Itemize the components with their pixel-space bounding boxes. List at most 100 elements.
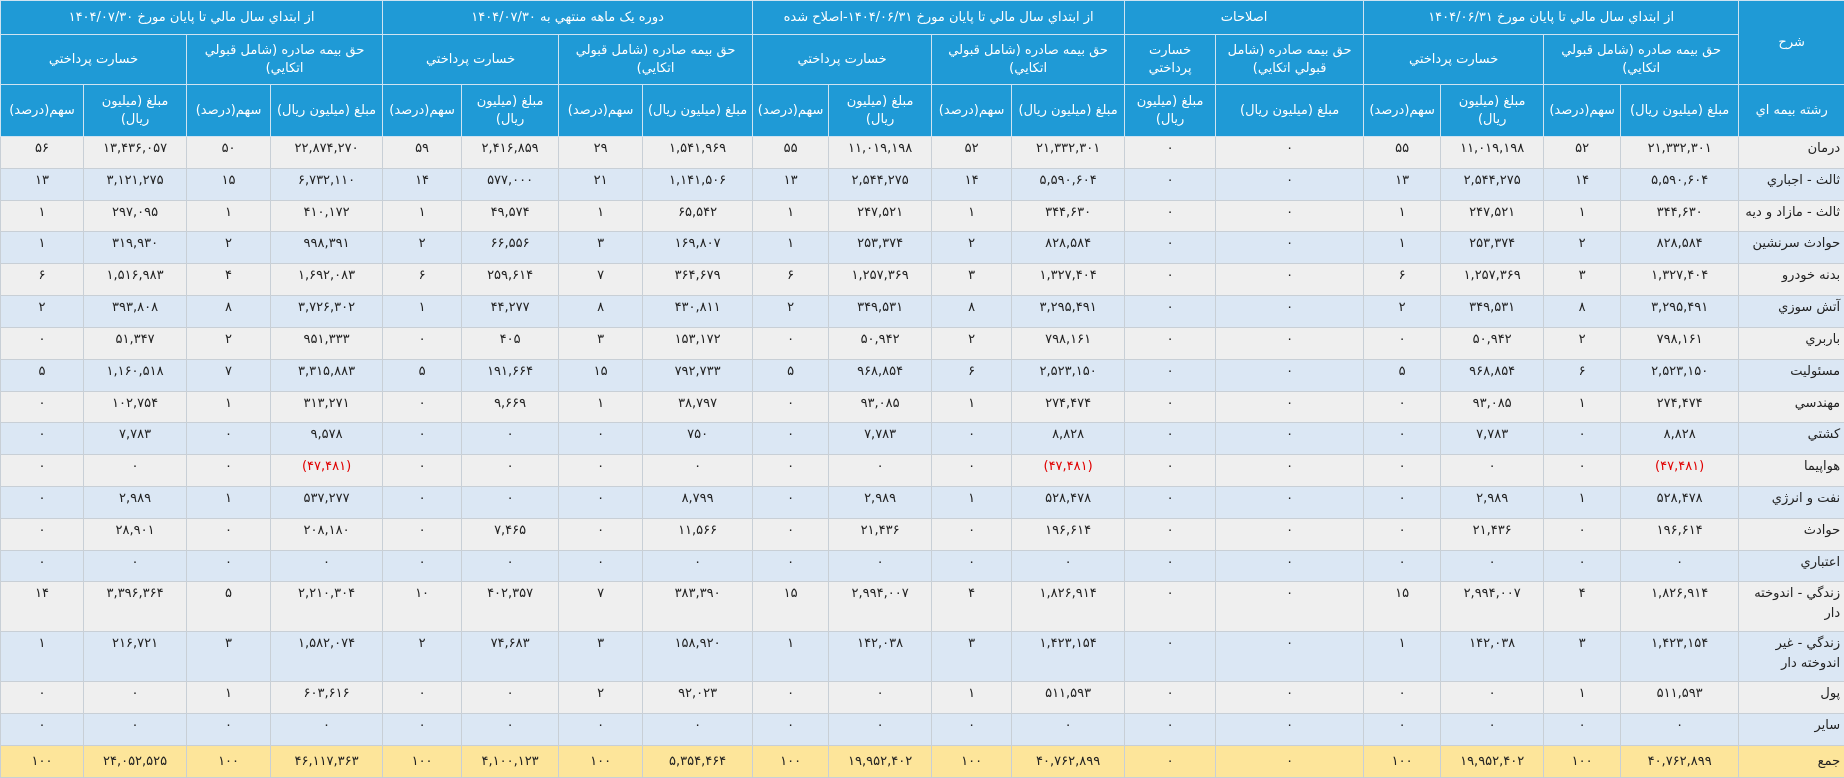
table-cell: ۰ [1215, 549, 1365, 583]
column-header: سهم(درصد) [186, 84, 272, 137]
table-cell: ۶۵,۵۴۲ [642, 199, 754, 233]
table-cell: ۰ [0, 454, 85, 487]
table-cell: ۸,۸۲۸ [1011, 422, 1126, 456]
table-cell: ۱۰۰ [931, 745, 1013, 778]
table-cell: ۹۳,۰۸۵ [828, 390, 933, 424]
table-cell: ۰ [186, 549, 272, 583]
table-cell: ۱,۵۸۲,۰۷۴ [270, 631, 384, 683]
table-cell: ۰ [186, 713, 272, 746]
table-row: اعتباري ۰ ۰ ۰ ۰ ۰ ۰ ۰ ۰ ۰ ۰ ۰ ۰ ۰ ۰ ۰ ۰ ۰ ۰ [0, 549, 1844, 583]
table-cell: ۰ [1543, 549, 1622, 583]
table-cell: ۰ [461, 713, 560, 746]
table-cell: ۶۰۳,۶۱۶ [270, 681, 384, 715]
table-cell: ۱ [186, 390, 272, 424]
table-cell: ۷ [558, 581, 644, 633]
table-cell: ۰ [1215, 631, 1365, 683]
table-cell: ۳,۱۲۱,۲۷۵ [83, 167, 188, 201]
table-cell: ۶۶,۵۵۶ [461, 231, 560, 265]
table-cell: ۱ [1543, 199, 1622, 233]
table-cell: ۴۰۵ [461, 326, 560, 360]
table-cell: ۰ [1215, 745, 1365, 778]
table-cell: ۰ [752, 326, 830, 360]
table-row: آتش سوزي ۳,۲۹۵,۴۹۱ ۸ ۳۴۹,۵۳۱ ۲ ۰ ۰ ۳,۲۹۵,۴۹۱ ۸ ۳۴… [0, 295, 1844, 328]
table-cell: ۸ [1543, 295, 1622, 328]
table-cell: ۱۰۰ [752, 745, 830, 778]
table-cell: ۳۹۳,۸۰۸ [83, 295, 188, 328]
subgroup-header: خسارت پرداختي [0, 34, 188, 85]
table-cell: ۰ [1124, 485, 1217, 519]
table-cell: ۰ [382, 422, 463, 456]
table-cell: ۰ [1124, 581, 1217, 633]
table-cell: ۰ [558, 485, 644, 519]
table-cell: ۱۵ [558, 358, 644, 392]
table-cell: ۳ [186, 631, 272, 683]
table-cell: ۲۱,۴۳۶ [828, 517, 933, 551]
row-label: درمان [1738, 136, 1844, 169]
table-cell: ۱ [0, 631, 85, 683]
column-header: مبلغ (ميليون ريال) [83, 84, 188, 137]
table-cell: ۱ [931, 681, 1013, 715]
table-cell: ۰ [931, 713, 1013, 746]
table-cell: ۶ [1363, 263, 1442, 297]
table-cell: (۴۷,۴۸۱) [1620, 454, 1740, 487]
table-cell: ۱۰۰ [382, 745, 463, 778]
table-cell: ۰ [752, 422, 830, 456]
table-cell: ۶ [931, 358, 1013, 392]
table-cell: ۱,۱۴۱,۵۰۶ [642, 167, 754, 201]
table-cell: ۰ [642, 549, 754, 583]
table-cell: ۱ [1363, 631, 1442, 683]
table-cell: ۲۵۹,۶۱۴ [461, 263, 560, 297]
table-row: ساير ۰ ۰ ۰ ۰ ۰ ۰ ۰ ۰ ۰ ۰ ۰ ۰ ۰ ۰ ۰ ۰ ۰ ۰ [0, 713, 1844, 746]
table-cell: ۱۳ [0, 167, 85, 201]
table-cell: ۵,۵۹۰,۶۰۴ [1011, 167, 1126, 201]
row-label: حوادث سرنشين [1738, 231, 1844, 265]
subgroup-header: حق بيمه صادره (شامل قبولي اتكايي) [558, 34, 754, 85]
row-label: مهندسي [1738, 390, 1844, 424]
table-cell: ۰ [0, 713, 85, 746]
table-cell: ۱ [931, 485, 1013, 519]
table-cell: ۶ [0, 263, 85, 297]
table-cell: ۴۰,۷۶۲,۸۹۹ [1620, 745, 1740, 778]
row-label: كشتي [1738, 422, 1844, 456]
table-cell: ۰ [1124, 745, 1217, 778]
table-cell: ۰ [1124, 295, 1217, 328]
table-cell: ۰ [186, 422, 272, 456]
table-cell: ۱,۵۴۱,۹۶۹ [642, 136, 754, 169]
table-cell: ۰ [461, 681, 560, 715]
table-cell: ۰ [752, 549, 830, 583]
table-cell: ۷۴,۶۸۳ [461, 631, 560, 683]
table-row: ثالث - اجباري ۵,۵۹۰,۶۰۴ ۱۴ ۲,۵۴۴,۲۷۵ ۱۳ ۰ ۰ ۵,۵… [0, 167, 1844, 201]
table-cell: ۷,۷۸۳ [828, 422, 933, 456]
table-cell: ۴۴,۲۷۷ [461, 295, 560, 328]
table-cell: ۱ [558, 199, 644, 233]
table-cell: ۰ [752, 454, 830, 487]
table-cell: ۵,۵۹۰,۶۰۴ [1620, 167, 1740, 201]
table-cell: ۰ [0, 549, 85, 583]
column-header: سهم(درصد) [558, 84, 644, 137]
table-row: جمع ۴۰,۷۶۲,۸۹۹ ۱۰۰ ۱۹,۹۵۲,۴۰۲ ۱۰۰ ۰ ۰ ۴۰,۷۶۲,۸۹… [0, 745, 1844, 778]
table-cell: ۰ [382, 517, 463, 551]
table-cell: ۰ [1124, 358, 1217, 392]
table-cell: ۱ [1543, 485, 1622, 519]
table-cell: ۰ [461, 485, 560, 519]
table-cell: ۲ [382, 231, 463, 265]
table-cell: ۰ [1363, 517, 1442, 551]
table-cell: ۰ [558, 422, 644, 456]
table-row: نفت و انرژي ۵۲۸,۴۷۸ ۱ ۲,۹۸۹ ۰ ۰ ۰ ۵۲۸,۴۷۸ ۱ ۲,۹۸۹… [0, 485, 1844, 519]
table-cell: ۰ [382, 390, 463, 424]
table-cell: ۲ [931, 231, 1013, 265]
table-cell: ۱۹,۹۵۲,۴۰۲ [828, 745, 933, 778]
table-cell: ۸ [558, 295, 644, 328]
table-cell: ۴ [1543, 581, 1622, 633]
table-cell: ۲,۹۸۹ [828, 485, 933, 519]
table-row: مسئوليت ۲,۵۲۳,۱۵۰ ۶ ۹۶۸,۸۵۴ ۵ ۰ ۰ ۲,۵۲۳,۱۵۰ ۶ ۹۶۸… [0, 358, 1844, 392]
table-cell: ۹۶۸,۸۵۴ [828, 358, 933, 392]
table-cell: ۵۳۷,۲۷۷ [270, 485, 384, 519]
table-cell: ۰ [642, 454, 754, 487]
table-cell: (۴۷,۴۸۱) [270, 454, 384, 487]
table-cell: ۱,۴۲۳,۱۵۴ [1011, 631, 1126, 683]
table-cell: ۰ [0, 681, 85, 715]
table-cell: ۱۳ [752, 167, 830, 201]
table-cell: ۷۹۸,۱۶۱ [1620, 326, 1740, 360]
